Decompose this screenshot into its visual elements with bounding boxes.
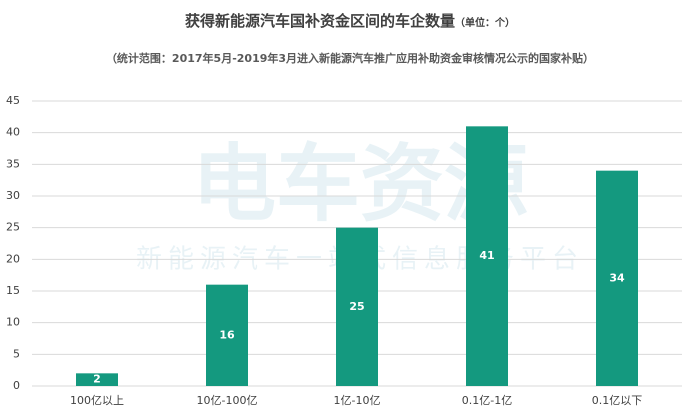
- y-tick-label: 35: [6, 157, 20, 170]
- bar: [76, 373, 118, 386]
- value-label: 25: [349, 300, 364, 313]
- x-tick-label: 10亿-100亿: [197, 394, 258, 407]
- x-tick-label: 100亿以上: [70, 394, 124, 407]
- value-label: 2: [93, 373, 101, 386]
- bar: [596, 170, 638, 386]
- y-tick-label: 10: [6, 316, 20, 329]
- y-tick-label: 5: [13, 347, 20, 360]
- y-tick-label: 0: [13, 379, 20, 392]
- value-label: 16: [219, 328, 235, 341]
- value-label: 34: [609, 271, 625, 284]
- y-tick-label: 40: [6, 126, 20, 139]
- y-tick-label: 20: [6, 252, 20, 265]
- y-tick-label: 15: [6, 284, 20, 297]
- y-tick-label: 30: [6, 189, 20, 202]
- y-tick-label: 45: [6, 94, 20, 107]
- title-block: 获得新能源汽车国补资金区间的车企数量（单位：个）: [0, 10, 700, 31]
- x-tick-label: 0.1亿-1亿: [462, 394, 512, 407]
- chart-title: 获得新能源汽车国补资金区间的车企数量: [184, 12, 455, 30]
- value-label: 41: [479, 249, 494, 262]
- bar: [206, 284, 248, 386]
- x-tick-label: 1亿-10亿: [334, 394, 381, 407]
- bar: [466, 126, 508, 386]
- y-tick-label: 25: [6, 221, 20, 234]
- chart-subtitle: （统计范围：2017年5月-2019年3月进入新能源汽车推广应用补助资金审核情况…: [105, 52, 595, 65]
- x-tick-label: 0.1亿以下: [592, 394, 643, 407]
- bar: [336, 227, 378, 386]
- unit-note: （单位：个）: [455, 18, 515, 29]
